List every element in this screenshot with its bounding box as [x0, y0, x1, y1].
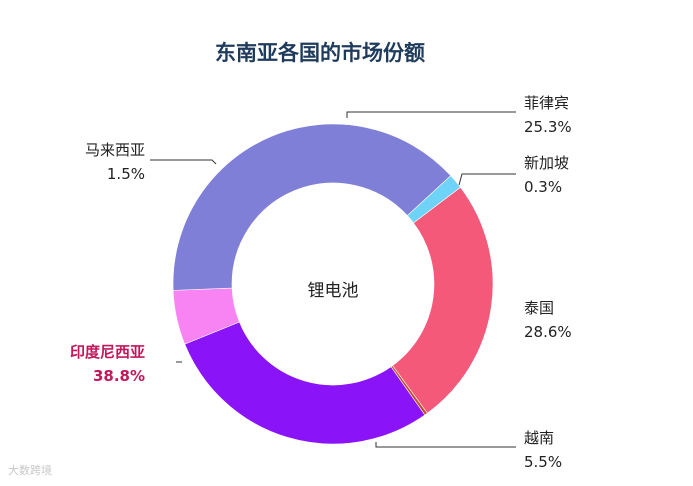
slice-value-label: 28.6%	[524, 323, 572, 341]
slice-value-label: 0.3%	[524, 178, 562, 196]
slice-labels: 菲律宾 25.3% 新加坡 0.3% 泰国 28.6% 越南 5.5% 印度尼西亚 38.8% 马来…	[70, 94, 572, 471]
slice-0	[392, 186, 494, 414]
leader-line-1	[458, 173, 516, 186]
slice-value-label: 1.5%	[107, 165, 145, 183]
slice-name-label: 马来西亚	[85, 141, 145, 159]
slice-name-label: 越南	[524, 429, 554, 447]
slice-4	[172, 123, 452, 291]
leader-line-5	[150, 159, 217, 165]
center-label: 锂电池	[308, 281, 359, 301]
leader-line-3	[375, 442, 516, 448]
slice-name-label: 菲律宾	[524, 94, 569, 112]
slice-name-label: 新加坡	[524, 154, 569, 172]
slice-2	[184, 321, 426, 445]
slice-value-label: 5.5%	[524, 453, 562, 471]
chart-title: 东南亚各国的市场份额	[215, 41, 425, 65]
leader-line-0	[346, 111, 516, 118]
slice-name-label: 泰国	[524, 299, 554, 317]
watermark-logo: 大数跨境	[8, 464, 52, 477]
slice-value-label: 38.8%	[93, 367, 145, 385]
donut-slices	[172, 123, 494, 445]
slice-name-label: 印度尼西亚	[70, 343, 145, 361]
slice-5	[406, 175, 461, 224]
slice-value-label: 25.3%	[524, 118, 572, 136]
